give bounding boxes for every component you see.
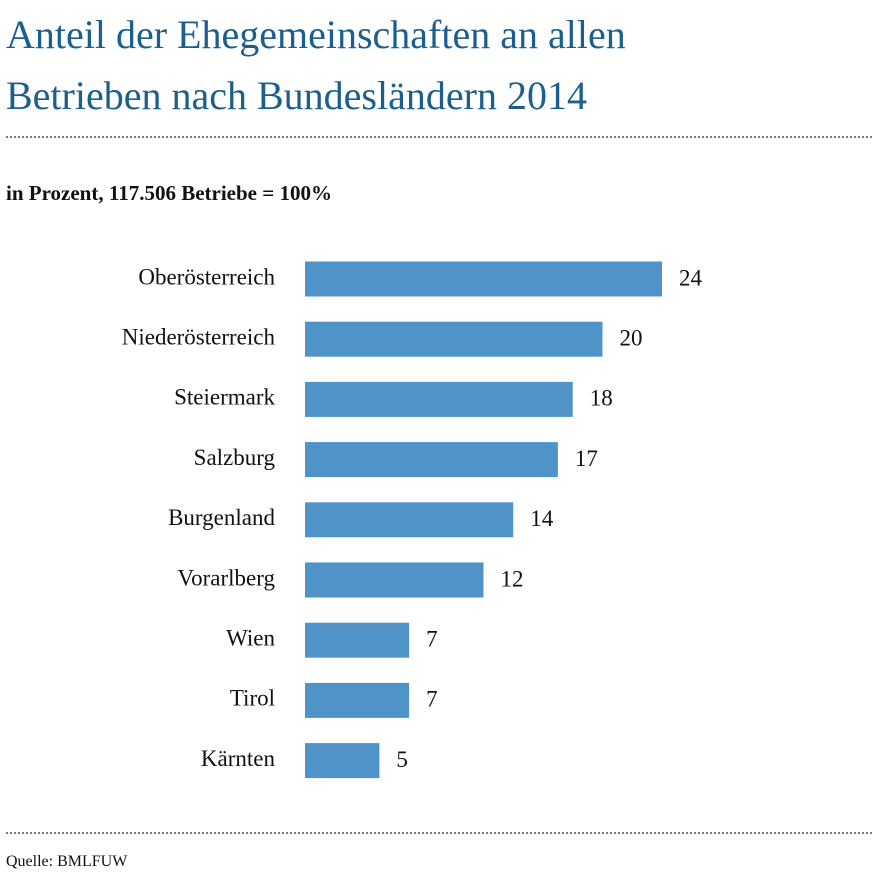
value-label: 7 (426, 626, 438, 651)
chart-title: Anteil der Ehegemeinschaften an allen Be… (6, 12, 626, 118)
value-label: 14 (530, 506, 554, 531)
value-label: 5 (396, 747, 408, 772)
bar (305, 381, 573, 417)
bar (305, 562, 484, 598)
bar (305, 321, 603, 357)
category-label: Wien (226, 625, 275, 650)
category-label: Salzburg (194, 445, 276, 470)
category-label: Niederösterreich (122, 324, 276, 349)
category-label: Oberösterreich (138, 264, 275, 289)
value-label: 20 (620, 325, 643, 350)
chart: Oberösterreich 24 Niederösterreich 20 Steier… (122, 261, 703, 779)
bar (305, 442, 558, 478)
value-label: 18 (590, 386, 613, 411)
category-label: Steiermark (174, 385, 275, 410)
chart-subtitle: in Prozent, 117.506 Betriebe = 100% (6, 181, 332, 205)
value-label: 24 (679, 265, 703, 290)
value-label: 7 (426, 687, 438, 712)
category-label: Kärnten (201, 746, 276, 771)
bar (305, 261, 662, 297)
source-note: Quelle: BMLFUW (6, 853, 128, 870)
bar (305, 743, 380, 779)
category-label: Tirol (230, 686, 275, 711)
value-label: 17 (575, 446, 598, 471)
bar (305, 502, 514, 538)
divider (6, 136, 872, 138)
bar (305, 622, 410, 658)
category-label: Vorarlberg (177, 565, 275, 590)
category-label: Burgenland (168, 505, 275, 530)
bar (305, 682, 410, 718)
value-label: 12 (501, 566, 524, 591)
divider (6, 832, 872, 834)
